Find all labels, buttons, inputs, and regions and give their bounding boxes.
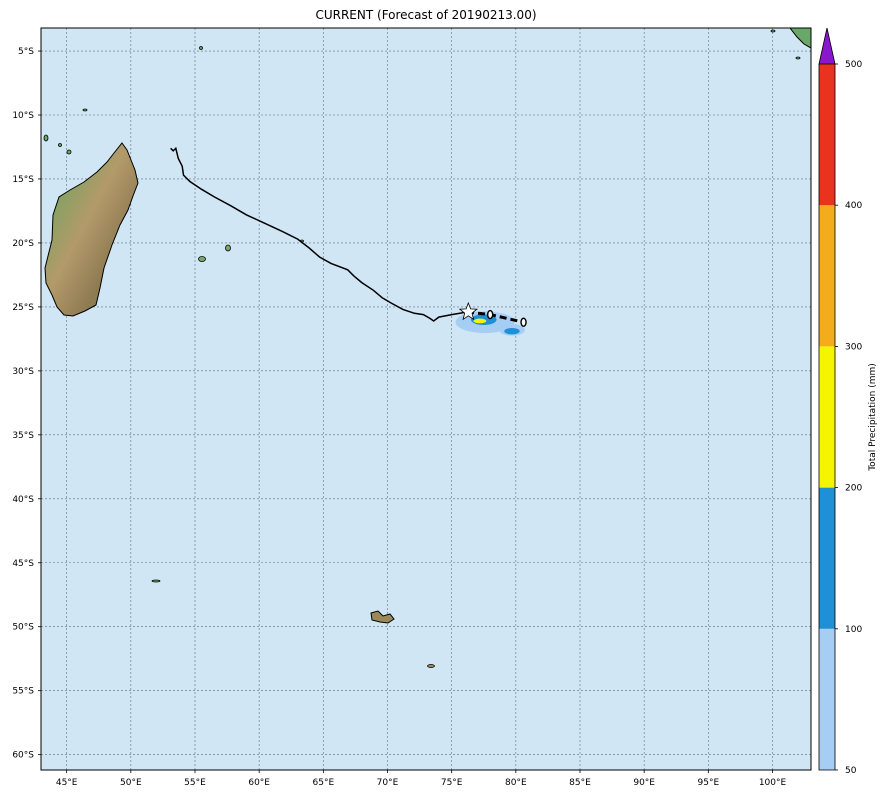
lon-tick-label: 55°E bbox=[184, 778, 206, 788]
small-island-ne bbox=[770, 29, 776, 33]
lon-tick-label: 95°E bbox=[698, 778, 720, 788]
crozet-islands bbox=[151, 579, 161, 583]
ocean-background bbox=[41, 28, 811, 770]
heard-island bbox=[427, 664, 435, 668]
comoros-island bbox=[43, 134, 49, 142]
current-position-star-icon bbox=[458, 301, 478, 321]
seychelles-island bbox=[199, 46, 203, 50]
small-island-ne-2 bbox=[795, 56, 801, 60]
colorbar-tick-label: 400 bbox=[845, 201, 862, 211]
lon-tick-label: 90°E bbox=[633, 778, 655, 788]
lat-tick-label: 35°S bbox=[12, 431, 34, 441]
lon-tick-label: 45°E bbox=[56, 778, 78, 788]
lat-tick-label: 20°S bbox=[12, 239, 34, 249]
map-frame bbox=[40, 27, 812, 771]
past-track-line bbox=[170, 146, 468, 322]
mayotte-island bbox=[66, 149, 72, 155]
mauritius-island bbox=[225, 244, 231, 252]
lon-tick-label: 85°E bbox=[569, 778, 591, 788]
colorbar-tick-label: 50 bbox=[845, 766, 857, 776]
colorbar-band bbox=[819, 205, 835, 347]
lat-tick-label: 55°S bbox=[12, 687, 34, 697]
lon-tick-label: 100°E bbox=[759, 778, 787, 788]
colorbar-tick-label: 500 bbox=[845, 60, 862, 70]
storm-track-layer bbox=[170, 146, 527, 327]
colorbar-tick-label: 200 bbox=[845, 484, 862, 494]
reunion-island bbox=[198, 256, 206, 262]
longitude-tick-labels: 45°E 50°E 55°E 60°E 65°E 70°E 75°E 80°E 85°E 90°E… bbox=[56, 770, 787, 788]
latitude-tick-labels: 5°S 10°S 15°S 20°S 25°S 30°S 35°S 40°S 45°S 50°S 5… bbox=[12, 47, 41, 761]
madagascar-island bbox=[44, 142, 139, 317]
lon-tick-label: 75°E bbox=[441, 778, 463, 788]
lat-tick-label: 40°S bbox=[12, 495, 34, 505]
colorbar-extend-arrow bbox=[818, 27, 836, 65]
lat-tick-label: 30°S bbox=[12, 367, 34, 377]
precip-contour-200 bbox=[473, 318, 487, 324]
lon-tick-label: 70°E bbox=[377, 778, 399, 788]
colorbar-band bbox=[819, 64, 835, 206]
lat-tick-label: 60°S bbox=[12, 751, 34, 761]
lon-tick-label: 65°E bbox=[313, 778, 335, 788]
map-title: CURRENT (Forecast of 20190213.00) bbox=[315, 8, 537, 22]
land-layer bbox=[43, 28, 811, 668]
colorbar-tick-label: 100 bbox=[845, 625, 862, 635]
forecast-position-marker bbox=[486, 309, 494, 320]
colorbar-band bbox=[819, 346, 835, 488]
forecast-position-marker bbox=[520, 317, 527, 327]
colorbar-band bbox=[819, 628, 835, 770]
sumatra-landmass bbox=[789, 28, 811, 49]
lon-tick-label: 50°E bbox=[120, 778, 142, 788]
colorbar-frame bbox=[818, 64, 836, 771]
comoros-island-2 bbox=[58, 143, 62, 147]
lat-tick-label: 50°S bbox=[12, 623, 34, 633]
colorbar-tick-label: 300 bbox=[845, 342, 862, 352]
precip-contour-100 bbox=[504, 327, 520, 335]
lat-tick-label: 15°S bbox=[12, 175, 34, 185]
lat-tick-label: 25°S bbox=[12, 303, 34, 313]
lat-tick-label: 45°S bbox=[12, 559, 34, 569]
lon-tick-label: 80°E bbox=[505, 778, 527, 788]
aldabra-island bbox=[82, 108, 88, 112]
colorbar: 50 100 200 300 400 500 Total Precipitation (mm… bbox=[818, 27, 878, 776]
colorbar-title: Total Precipitation (mm) bbox=[868, 363, 878, 472]
lon-tick-label: 60°E bbox=[248, 778, 270, 788]
graticule bbox=[41, 28, 811, 770]
lat-tick-label: 10°S bbox=[12, 111, 34, 121]
kerguelen-islands bbox=[370, 610, 395, 624]
lat-tick-label: 5°S bbox=[18, 47, 34, 57]
colorbar-band bbox=[819, 487, 835, 629]
